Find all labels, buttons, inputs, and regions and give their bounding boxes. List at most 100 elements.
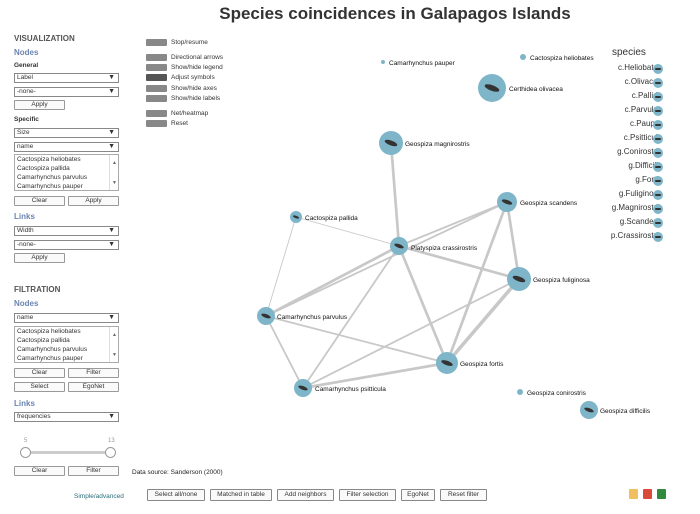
specific-apply-button[interactable]: Apply [68,196,119,206]
network-node[interactable]: Geospiza difficilis [580,401,651,419]
network-node[interactable]: Camarhynchus psitticula [294,379,386,397]
network-edge[interactable] [505,201,521,280]
list-item[interactable]: Cactospiza heliobates [17,156,81,163]
scroll-down-icon[interactable]: ▼ [112,180,117,186]
legend-item[interactable]: g.Difficilis [628,161,662,170]
specific-size-select[interactable]: Size ▼ [14,128,119,138]
network-edge[interactable] [265,315,304,389]
network-node[interactable]: Cactospiza pallida [290,211,358,223]
specific-name-select[interactable]: name ▼ [14,142,119,152]
xlsx-export-icon[interactable] [657,489,666,499]
simple-advanced-link[interactable]: Simple/advanced [74,493,124,500]
general-value-select[interactable]: -none- ▼ [14,87,119,97]
list-item[interactable]: Cactospiza pallida [17,337,70,344]
network-node[interactable]: Geospiza magnirostris [379,131,470,155]
scroll-up-icon[interactable]: ▲ [112,332,117,338]
filt-links-clear-button[interactable]: Clear [14,466,65,476]
toggle-switch[interactable] [146,85,167,92]
toggle-switch[interactable] [146,110,167,117]
node-circle[interactable] [381,60,385,64]
network-edge[interactable] [398,201,508,247]
show-hide-labels-toggle[interactable]: Show/hide labels [146,95,220,103]
filt-links-select[interactable]: frequencies ▼ [14,412,119,422]
select-all-none-button[interactable]: Select all/none [147,489,205,501]
network-node[interactable]: Geospiza scandens [497,192,578,212]
directional-arrows-toggle[interactable]: Directional arrows [146,54,223,62]
filt-clear-button[interactable]: Clear [14,368,65,378]
net-heatmap-toggle[interactable]: Net/heatmap [146,110,208,118]
adjust-symbols-toggle[interactable]: Adjust symbols [146,74,215,82]
general-apply-button[interactable]: Apply [14,100,65,110]
slider-min-handle[interactable] [20,447,31,458]
scroll-up-icon[interactable]: ▲ [112,160,117,166]
filt-filter-button[interactable]: Filter [68,368,119,378]
frequency-slider-track[interactable] [24,451,112,454]
network-node[interactable]: Camarhynchus parvulus [257,307,348,325]
reset-toggle[interactable]: Reset [146,120,188,128]
network-edge[interactable] [445,201,509,364]
list-item[interactable]: Camarhynchus pauper [17,355,83,362]
network-edge[interactable] [265,315,448,364]
list-item[interactable]: Cactospiza heliobates [17,328,81,335]
filt-links-filter-button[interactable]: Filter [68,466,119,476]
network-edge[interactable] [445,277,521,365]
links-apply-button[interactable]: Apply [14,253,65,263]
legend-item[interactable]: g.Fortis [635,175,662,184]
network-edge[interactable] [295,216,400,247]
filt-select-button[interactable]: Select [14,382,65,392]
network-edge[interactable] [265,244,400,318]
toggle-switch[interactable] [146,120,167,127]
network-node[interactable]: Cactospiza heliobates [520,54,594,62]
legend-item[interactable]: c.Heliobates [617,63,662,72]
toggle-switch[interactable] [146,39,167,46]
toggle-switch[interactable] [146,74,167,81]
scroll-down-icon[interactable]: ▼ [112,352,117,358]
network-node[interactable]: Geospiza fuliginosa [507,267,590,291]
legend-item[interactable]: p.Crassirostris [610,231,662,240]
network-edge[interactable] [302,278,520,389]
slider-max-handle[interactable] [105,447,116,458]
filt-nodes-select[interactable]: name ▼ [14,313,119,323]
network-edge[interactable] [302,245,400,389]
toggle-switch[interactable] [146,64,167,71]
list-item[interactable]: Camarhynchus parvulus [17,174,88,181]
filt-species-list[interactable]: Cactospiza heliobates Cactospiza pallida… [14,326,119,363]
links-width-select[interactable]: Width ▼ [14,226,119,236]
toggle-switch[interactable] [146,54,167,61]
network-edge[interactable] [397,245,449,364]
specific-clear-button[interactable]: Clear [14,196,65,206]
show-hide-legend-toggle[interactable]: Show/hide legend [146,64,223,72]
links-value-select[interactable]: -none- ▼ [14,240,119,250]
legend-item[interactable]: c.Psitticula [623,133,662,142]
svg-export-icon[interactable] [629,489,638,499]
list-scrollbar[interactable]: ▲ ▼ [109,327,118,362]
network-edge[interactable] [265,201,508,317]
legend-item[interactable]: g.Conirostris [617,147,662,156]
list-item[interactable]: Camarhynchus parvulus [17,346,88,353]
filt-egonet-button[interactable]: EgoNet [68,382,119,392]
network-edge[interactable] [302,361,448,390]
list-item[interactable]: Cactospiza pallida [17,165,70,172]
reset-filter-button[interactable]: Reset filter [440,489,487,501]
legend-item[interactable]: g.Scandens [619,217,662,226]
show-hide-axes-toggle[interactable]: Show/hide axes [146,85,217,93]
general-label-select[interactable]: Label ▼ [14,73,119,83]
node-circle[interactable] [517,389,523,395]
node-circle[interactable] [520,54,526,60]
pdf-export-icon[interactable] [643,489,652,499]
toggle-switch[interactable] [146,95,167,102]
network-node[interactable]: Geospiza fortis [436,352,504,374]
matched-in-table-button[interactable]: Matched in table [210,489,272,501]
legend-item[interactable]: g.Fuliginosa [618,189,662,198]
add-neighbors-button[interactable]: Add neighbors [277,489,334,501]
network-edge[interactable] [265,216,297,317]
network-node[interactable]: Certhidea olivacea [478,74,563,102]
network-edge[interactable] [389,142,401,247]
legend-item[interactable]: c.Pallida [631,91,662,100]
network-node[interactable]: Camarhynchus pauper [381,60,456,67]
specific-species-list[interactable]: Cactospiza heliobates Cactospiza pallida… [14,154,119,191]
legend-item[interactable]: c.Pauper [629,119,662,128]
legend-item[interactable]: g.Magnirostris [611,203,662,212]
network-node[interactable]: Geospiza conirostris [517,389,587,397]
